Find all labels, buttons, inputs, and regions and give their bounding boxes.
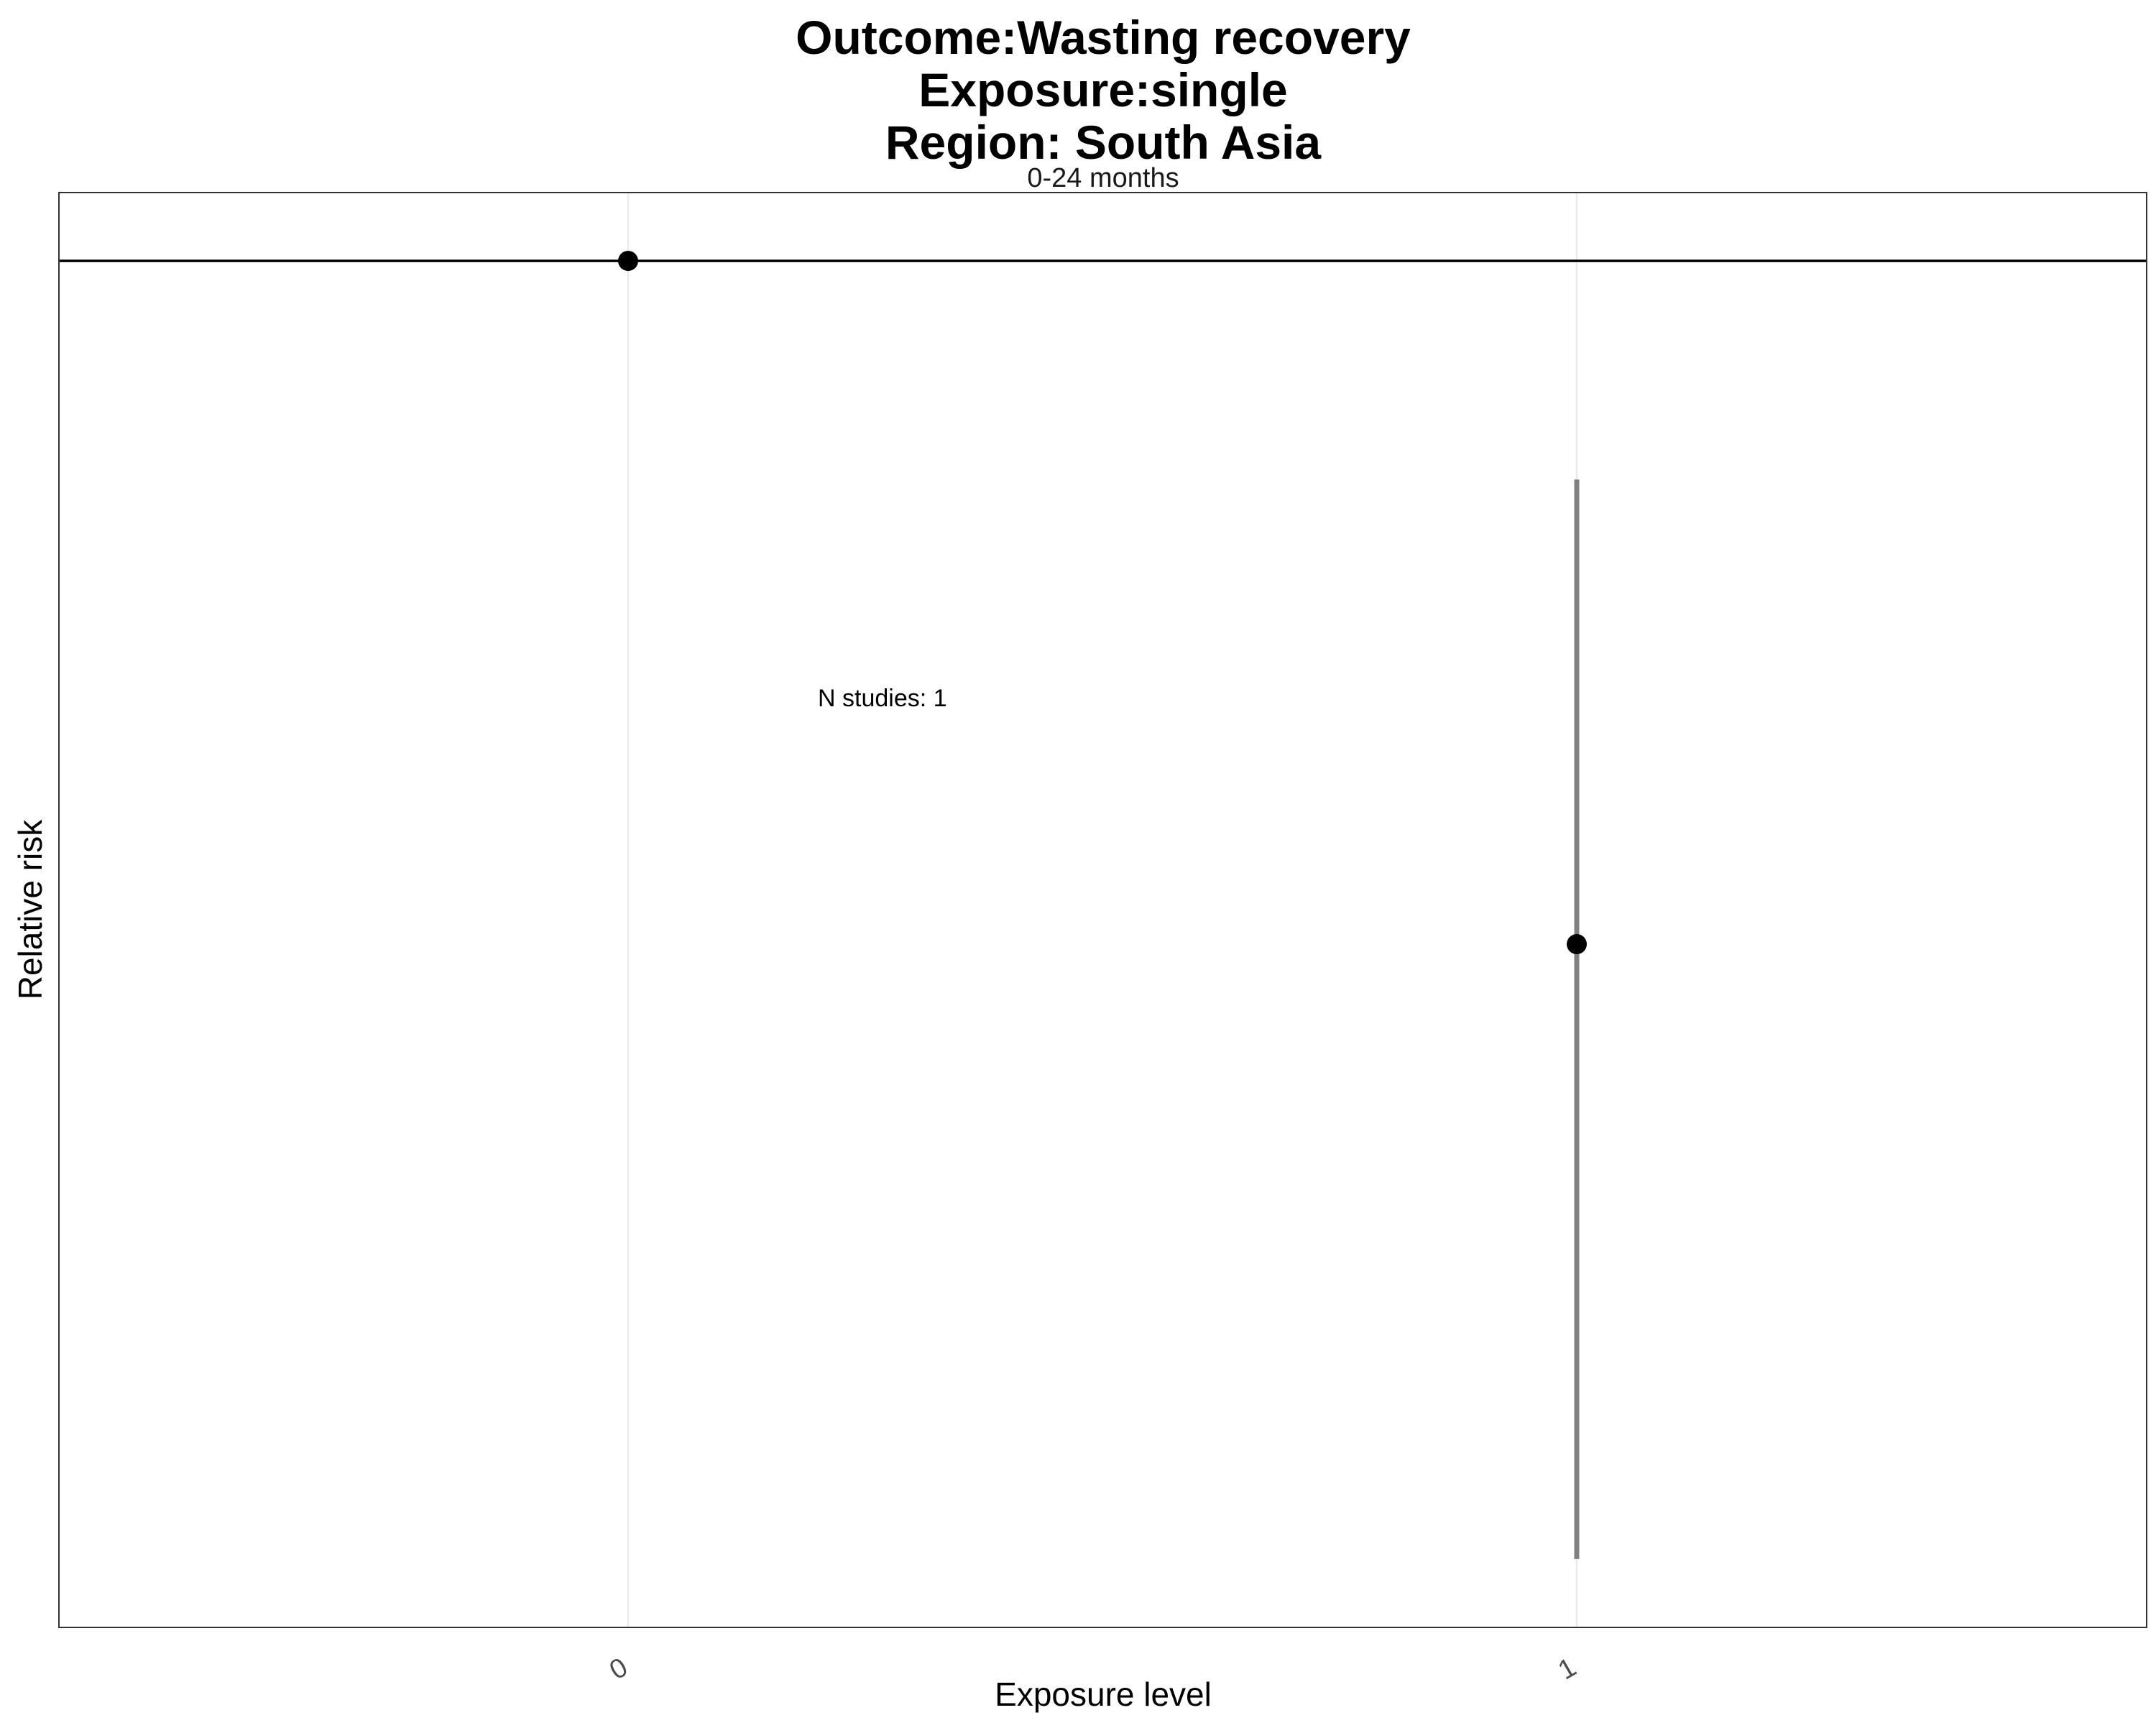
x-tick-label-0: 0 (604, 1652, 632, 1686)
x-axis-title: Exposure level (995, 1676, 1212, 1713)
data-points (618, 251, 1587, 955)
data-point-0 (618, 251, 638, 272)
facet-strip-label: 0-24 months (1027, 163, 1179, 193)
n-studies-annotation: N studies: 1 (818, 685, 947, 712)
title-line-region: Region: South Asia (885, 116, 1322, 169)
y-axis-title: Relative risk (11, 819, 49, 1000)
plot-panel (59, 193, 2147, 1627)
panel-border (58, 192, 2147, 1628)
title-block: Outcome:Wasting recovery Exposure:single… (796, 11, 1411, 169)
x-tick-label-1: 1 (1553, 1652, 1581, 1686)
data-point-1 (1567, 934, 1587, 955)
title-line-exposure: Exposure:single (918, 63, 1287, 116)
title-line-outcome: Outcome:Wasting recovery (796, 11, 1411, 64)
